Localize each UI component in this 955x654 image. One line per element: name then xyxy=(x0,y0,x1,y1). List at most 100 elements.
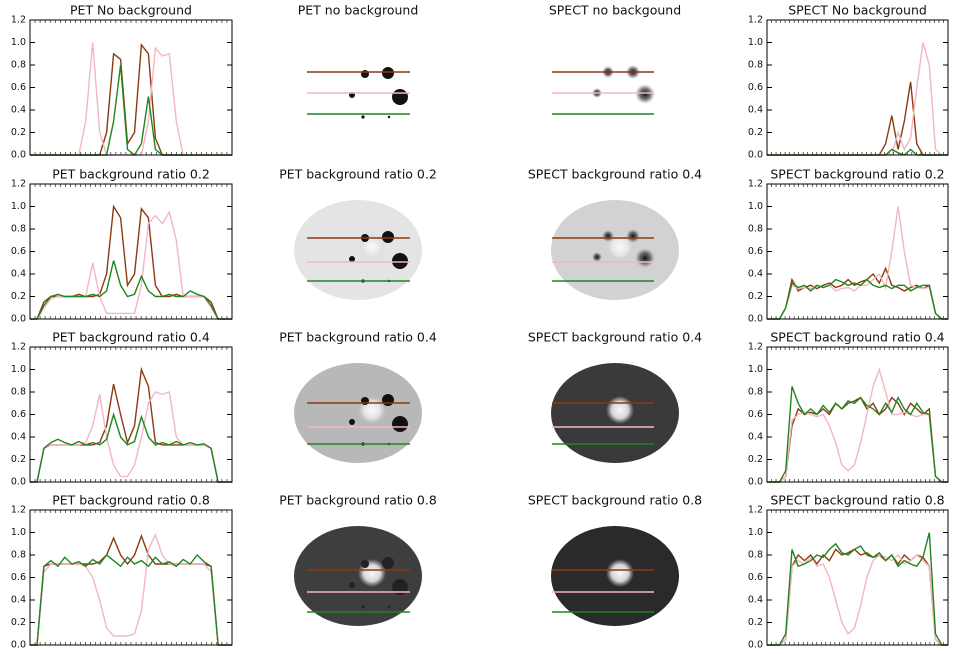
sphere xyxy=(382,557,394,569)
y-tick-label: 0.0 xyxy=(11,314,26,325)
sphere xyxy=(392,89,408,105)
profile-line xyxy=(30,64,232,157)
chart-title: PET background ratio 0.4 xyxy=(52,330,210,345)
y-tick-label: 0.2 xyxy=(748,454,763,465)
chart-title: PET background ratio 0.8 xyxy=(52,493,210,508)
sphere xyxy=(392,579,408,595)
y-tick-label: 0.6 xyxy=(11,409,26,420)
y-tick-label: 0.4 xyxy=(11,105,26,116)
y-tick-label: 0.8 xyxy=(11,387,26,398)
y-tick-label: 0.6 xyxy=(11,572,26,583)
profile-line xyxy=(767,206,948,320)
chart-title: SPECT background ratio 0.8 xyxy=(770,493,944,508)
y-tick-label: 1.0 xyxy=(11,364,26,375)
sphere xyxy=(361,115,365,119)
plot-frame xyxy=(29,183,233,320)
y-tick-label: 0.4 xyxy=(11,595,26,606)
profile-line xyxy=(30,391,232,483)
sphere xyxy=(602,230,614,242)
profile-line xyxy=(30,204,232,320)
y-tick-label: 1.2 xyxy=(748,342,763,353)
y-tick-label: 0.2 xyxy=(748,127,763,138)
y-tick-label: 1.2 xyxy=(748,15,763,26)
profile-line xyxy=(767,266,948,320)
y-tick-label: 0.2 xyxy=(11,617,26,628)
y-tick-label: 1.0 xyxy=(748,37,763,48)
profile-line xyxy=(30,42,232,156)
hot-region xyxy=(606,396,634,424)
y-tick-label: 0.0 xyxy=(748,150,763,161)
y-tick-label: 1.0 xyxy=(11,37,26,48)
profile-line xyxy=(30,210,232,320)
y-tick-label: 0.8 xyxy=(748,224,763,235)
image-title: SPECT no backgound xyxy=(549,3,681,18)
y-tick-label: 0.0 xyxy=(748,640,763,651)
plot-frame xyxy=(766,19,949,156)
profile-line xyxy=(30,533,232,646)
profile-line xyxy=(30,553,232,646)
sphere xyxy=(361,397,369,405)
image-body xyxy=(294,200,422,300)
hot-region xyxy=(606,559,634,587)
profile-line xyxy=(767,553,948,646)
profile-line xyxy=(767,278,948,320)
y-tick-label: 0.2 xyxy=(11,454,26,465)
plot-frame xyxy=(766,346,949,483)
y-tick-label: 0.4 xyxy=(748,269,763,280)
profile-line xyxy=(30,366,232,483)
plot-frame xyxy=(29,346,233,483)
image-title: SPECT background ratio 0.4 xyxy=(528,330,702,345)
profile-line xyxy=(767,396,948,483)
plot-frame xyxy=(766,183,949,320)
y-tick-label: 1.2 xyxy=(11,179,26,190)
y-tick-label: 1.0 xyxy=(11,201,26,212)
y-tick-label: 0.6 xyxy=(748,572,763,583)
sphere xyxy=(626,229,640,243)
y-tick-label: 0.2 xyxy=(11,291,26,302)
y-tick-label: 1.0 xyxy=(748,201,763,212)
y-tick-label: 0.8 xyxy=(748,550,763,561)
y-tick-label: 1.0 xyxy=(748,527,763,538)
sphere xyxy=(361,70,369,78)
y-tick-label: 0.8 xyxy=(11,224,26,235)
profile-line xyxy=(767,386,948,483)
y-tick-label: 0.6 xyxy=(748,246,763,257)
y-tick-label: 0.4 xyxy=(11,432,26,443)
y-tick-label: 0.0 xyxy=(11,477,26,488)
sphere xyxy=(382,394,394,406)
y-tick-label: 0.4 xyxy=(11,269,26,280)
y-tick-label: 1.0 xyxy=(748,364,763,375)
y-tick-label: 0.6 xyxy=(11,82,26,93)
image-title: PET no background xyxy=(298,3,419,18)
sphere xyxy=(387,115,391,119)
chart-title: SPECT background ratio 0.4 xyxy=(770,330,944,345)
image-title: PET background ratio 0.8 xyxy=(279,493,437,508)
image-body xyxy=(294,526,422,626)
hot-region xyxy=(606,233,634,261)
y-tick-label: 0.8 xyxy=(748,60,763,71)
y-tick-label: 0.6 xyxy=(748,409,763,420)
y-tick-label: 0.4 xyxy=(748,595,763,606)
y-tick-label: 0.0 xyxy=(748,314,763,325)
image-title: PET background ratio 0.4 xyxy=(279,330,437,345)
y-tick-label: 0.4 xyxy=(748,432,763,443)
sphere xyxy=(382,67,394,79)
image-title: PET background ratio 0.2 xyxy=(279,167,437,182)
y-tick-label: 0.0 xyxy=(748,477,763,488)
y-tick-label: 0.2 xyxy=(748,291,763,302)
y-tick-label: 0.8 xyxy=(11,60,26,71)
sphere xyxy=(392,416,408,432)
image-body xyxy=(294,363,422,463)
profile-line xyxy=(767,42,948,156)
y-tick-label: 1.0 xyxy=(11,527,26,538)
y-tick-label: 0.0 xyxy=(11,640,26,651)
profile-line xyxy=(767,532,948,646)
y-tick-label: 1.2 xyxy=(11,15,26,26)
y-tick-label: 1.2 xyxy=(11,342,26,353)
profile-line xyxy=(30,532,232,646)
y-tick-label: 0.0 xyxy=(11,150,26,161)
profile-line xyxy=(30,412,232,483)
chart-title: PET No background xyxy=(70,3,192,18)
sphere xyxy=(349,419,355,425)
y-tick-label: 0.8 xyxy=(748,387,763,398)
